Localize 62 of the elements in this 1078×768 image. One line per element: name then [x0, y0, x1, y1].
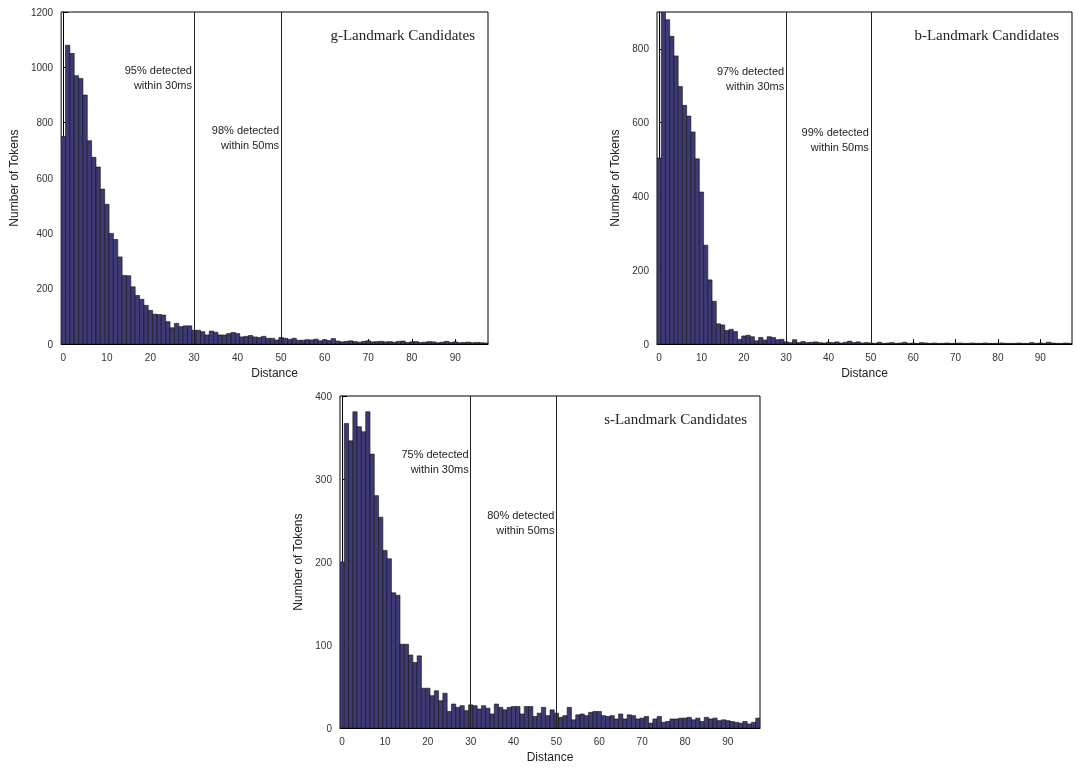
y-tick-label: 1200	[30, 6, 54, 18]
y-tick-label: 0	[47, 338, 54, 350]
x-tick-label: 0	[60, 351, 67, 363]
x-tick-label: 80	[406, 351, 418, 363]
y-tick-label: 800	[632, 43, 650, 55]
y-tick-label: 300	[315, 473, 333, 485]
y-tick-label: 0	[326, 722, 333, 734]
x-tick-label: 50	[275, 351, 288, 363]
x-tick-label: 80	[679, 735, 691, 747]
x-tick-label: 60	[907, 351, 920, 363]
x-tick-label: 60	[593, 735, 606, 747]
x-tick-label: 20	[144, 351, 157, 363]
x-tick-label: 20	[422, 735, 434, 747]
text: g-Landmark Candidates	[330, 26, 476, 43]
ref-line-label: 98% detected within 50ms	[211, 124, 280, 152]
x-tick-label: 30	[188, 351, 200, 363]
y-tick-label: 600	[36, 172, 54, 184]
y-axis-title: Number of Tokens	[608, 129, 622, 227]
x-tick-label: 40	[231, 351, 244, 363]
x-axis-title: Distance	[526, 750, 574, 764]
x-tick-label: 70	[636, 735, 649, 747]
x-tick-label: 10	[101, 351, 113, 363]
x-tick-label: 20	[738, 351, 750, 363]
x-tick-label: 90	[449, 351, 462, 363]
x-tick-label: 50	[865, 351, 877, 363]
x-tick-label: 90	[722, 735, 734, 747]
x-tick-label: 10	[379, 735, 391, 747]
text: b-Landmark Candidates	[914, 26, 1060, 43]
y-tick-label: 200	[315, 556, 333, 568]
x-axis-title: Distance	[251, 366, 299, 380]
text: s-Landmark Candidates	[604, 410, 748, 427]
y-tick-label: 400	[632, 191, 650, 202]
x-tick-label: 0	[656, 351, 663, 363]
x-tick-label: 40	[508, 735, 520, 747]
y-tick-label: 400	[36, 227, 54, 239]
x-tick-label: 40	[822, 351, 835, 363]
y-tick-label: 200	[632, 264, 650, 276]
y-tick-label: 100	[315, 639, 333, 651]
x-tick-label: 0	[339, 735, 346, 747]
ref-line-label: 99% detected within 50ms	[801, 125, 870, 153]
ref-line-label: 75% detected within 30ms	[401, 448, 470, 476]
ref-line-label: 95% detected within 30ms	[124, 63, 193, 91]
x-tick-label: 30	[780, 351, 793, 363]
x-axis-title: Distance	[841, 366, 889, 380]
y-tick-label: 200	[36, 283, 54, 295]
x-tick-label: 60	[319, 351, 331, 363]
x-tick-label: 70	[362, 351, 375, 363]
ref-line-label: 80% detected within 50ms	[487, 509, 555, 537]
x-tick-label: 80	[992, 351, 1004, 363]
y-tick-label: 1000	[30, 61, 54, 73]
x-tick-label: 90	[1034, 351, 1047, 363]
y-tick-label: 0	[643, 338, 650, 350]
x-tick-label: 10	[695, 351, 708, 363]
x-tick-label: 30	[465, 735, 477, 747]
x-tick-label: 50	[550, 735, 563, 747]
x-tick-label: 70	[949, 351, 962, 363]
y-tick-label: 600	[632, 117, 650, 129]
y-axis-title: Number of Tokens	[7, 129, 21, 227]
ref-line-label: 97% detected within 30ms	[716, 64, 785, 92]
y-tick-label: 800	[36, 117, 54, 129]
y-axis-title: Number of Tokens	[291, 513, 305, 611]
y-tick-label: 400	[315, 390, 333, 402]
